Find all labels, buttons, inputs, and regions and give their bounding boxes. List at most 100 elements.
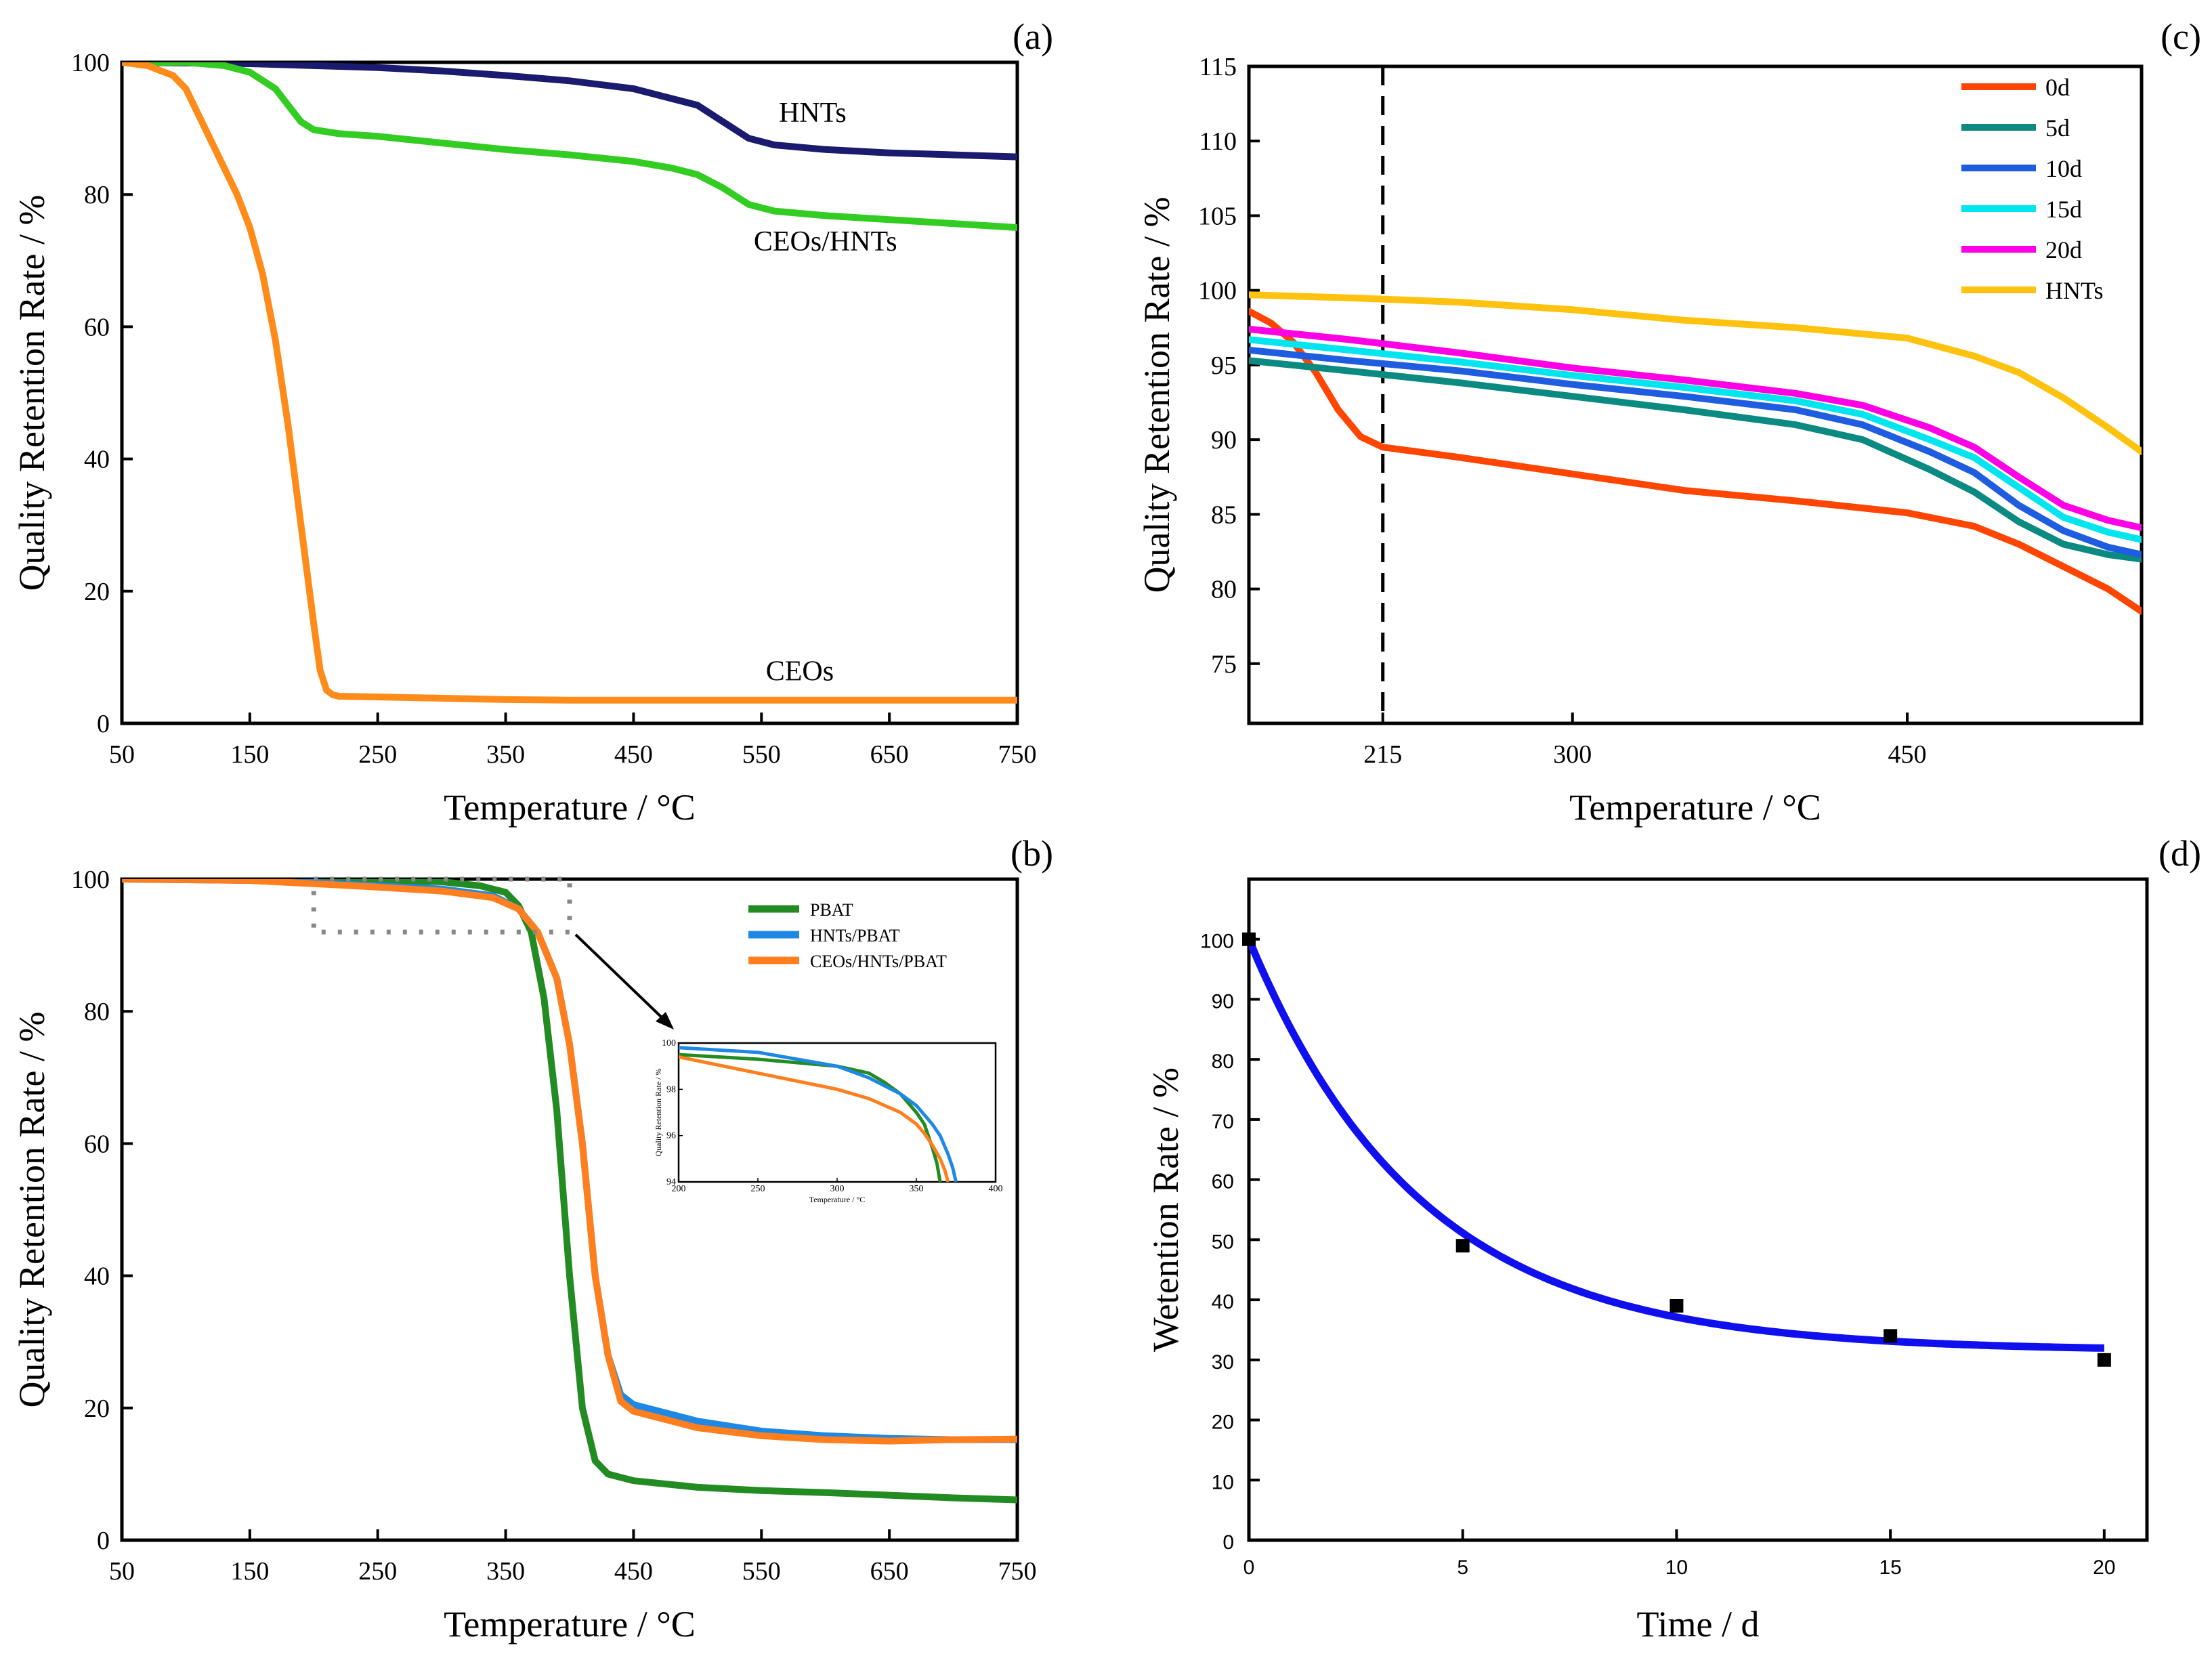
y-tick-label: 110 [1199,127,1237,156]
x-tick-label: 0 [1243,1556,1255,1579]
inset-chart: 200 250 300 350 400 94 96 98 100 Temperature / °C… [654,1038,1003,1204]
x-tick-label: 50 [109,740,135,769]
y-tick-label: 95 [1211,352,1237,380]
fit-curve [1249,937,2104,1352]
curve-annotation: HNTs [779,98,847,129]
x-tick-label: 250 [358,1557,397,1586]
series-line-5d [1249,357,2142,563]
y-tick-label: 40 [84,446,110,474]
x-axis-label: Temperature / °C [444,787,696,828]
inset-x-tick-label: 250 [751,1184,765,1194]
x-tick-label: 10 [1665,1556,1688,1579]
legend-label: PBAT [810,900,853,920]
y-tick-label: 30 [1212,1351,1234,1374]
panel-c: 215 300 450 75 80 85 90 95 100 105 110 115 Temperatu… [1136,16,2201,828]
y-tick-label: 20 [84,578,110,606]
x-tick-label: 150 [230,740,269,769]
y-tick-label: 20 [84,1395,110,1423]
inset-frame [677,1042,997,1183]
y-tick-label: 100 [1198,277,1237,305]
series-line-ceos [122,62,1017,704]
series-line-pbat [122,879,1017,1504]
y-tick-label: 60 [84,1130,110,1158]
series-line-ceos-hnts [122,62,1017,231]
panel-label: (b) [1011,833,1053,874]
y-tick-label: 0 [1222,1531,1234,1554]
y-tick-label: 60 [1212,1171,1234,1193]
y-tick-label: 20 [1212,1411,1234,1434]
x-tick-label: 350 [486,1557,525,1586]
x-tick-label: 650 [870,1557,909,1586]
panel-b: 50 150 250 350 450 550 650 750 0 20 40 60 80 100 Tempe… [12,833,1053,1644]
y-tick-label: 40 [1212,1291,1234,1313]
panel-label: (d) [2158,833,2201,874]
series-line-15d [1249,336,2142,543]
series-line-hnts [122,62,1017,161]
x-tick-label: 450 [614,740,653,769]
x-axis-label: Temperature / °C [1569,787,1821,828]
y-tick-label: 0 [97,710,110,738]
legend-label: 5d [2045,114,2070,142]
y-tick-label: 80 [84,181,110,209]
x-tick-label: 550 [742,1557,781,1586]
zoom-arrow-head [656,1012,674,1029]
panel-d: 0 5 10 15 20 0 10 20 30 40 50 60 70 80 90 100 Time / d We… [1145,833,2201,1644]
curve-annotation: CEOs [766,656,834,687]
curve-annotation: CEOs/HNTs [754,226,897,257]
panel-a: 50 150 250 350 450 550 650 750 0 20 40 60 80 100 Tempe… [12,16,1053,828]
x-tick-label: 300 [1553,740,1592,769]
series-line-ceos-hnts-pbat [122,879,1017,1445]
inset-x-tick-label: 400 [989,1184,1003,1194]
x-tick-label: 20 [2093,1556,2115,1579]
y-tick-label: 90 [1212,990,1234,1013]
inset-x-tick-label: 200 [672,1184,686,1194]
y-tick-label: 0 [97,1527,110,1555]
x-tick-label: 450 [614,1557,653,1586]
x-axis-label: Temperature / °C [444,1604,696,1644]
x-tick-label: 15 [1879,1556,1901,1579]
inset-x-tick-label: 350 [910,1184,924,1194]
plot-frame [120,60,1019,725]
inset-y-tick-label: 96 [666,1131,676,1141]
x-tick-label: 450 [1888,740,1927,769]
legend-label: HNTs [2045,277,2103,304]
x-tick-label: 150 [230,1557,269,1586]
legend-label: HNTs/PBAT [810,926,900,946]
inset-series-line-ceos-hnts-pbat [679,1055,950,1182]
data-point [1455,1239,1470,1253]
x-tick-label: 350 [486,740,525,769]
inset-y-tick-label: 94 [666,1177,676,1187]
y-tick-label: 100 [1200,931,1234,953]
y-tick-label: 100 [71,866,110,894]
y-tick-label: 70 [1212,1111,1234,1133]
y-tick-label: 40 [84,1262,110,1291]
legend-label: 10d [2045,155,2082,182]
panel-label: (a) [1013,16,1053,57]
y-tick-label: 75 [1211,650,1237,679]
x-tick-label: 215 [1363,740,1402,769]
y-tick-label: 105 [1198,202,1237,230]
y-axis-label: Quality Retention Rate / % [12,1012,52,1408]
data-point [1242,932,1256,946]
x-axis-label: Time / d [1636,1604,1759,1644]
inset-y-tick-label: 100 [662,1038,676,1048]
y-tick-label: 100 [71,49,110,77]
y-axis-label: Wetention Rate / % [1145,1067,1186,1352]
x-tick-label: 5 [1457,1556,1468,1579]
inset-x-axis-label: Temperature / °C [809,1195,866,1204]
data-point [1884,1329,1898,1343]
series-line-10d [1249,346,2142,558]
data-point [1669,1298,1684,1313]
x-tick-label: 750 [998,740,1037,769]
inset-y-axis-label: Quality Retention Rate / % [654,1069,663,1157]
y-tick-label: 80 [1211,576,1237,604]
inset-series-line-hnts-pbat [679,1046,958,1182]
y-tick-label: 80 [1212,1050,1234,1073]
y-tick-label: 90 [1211,426,1237,454]
series-line-hnts [1249,291,2142,455]
inset-y-tick-label: 98 [666,1084,676,1095]
legend-label: 0d [2045,74,2070,101]
y-tick-label: 115 [1199,53,1237,81]
x-tick-label: 50 [109,1557,135,1586]
